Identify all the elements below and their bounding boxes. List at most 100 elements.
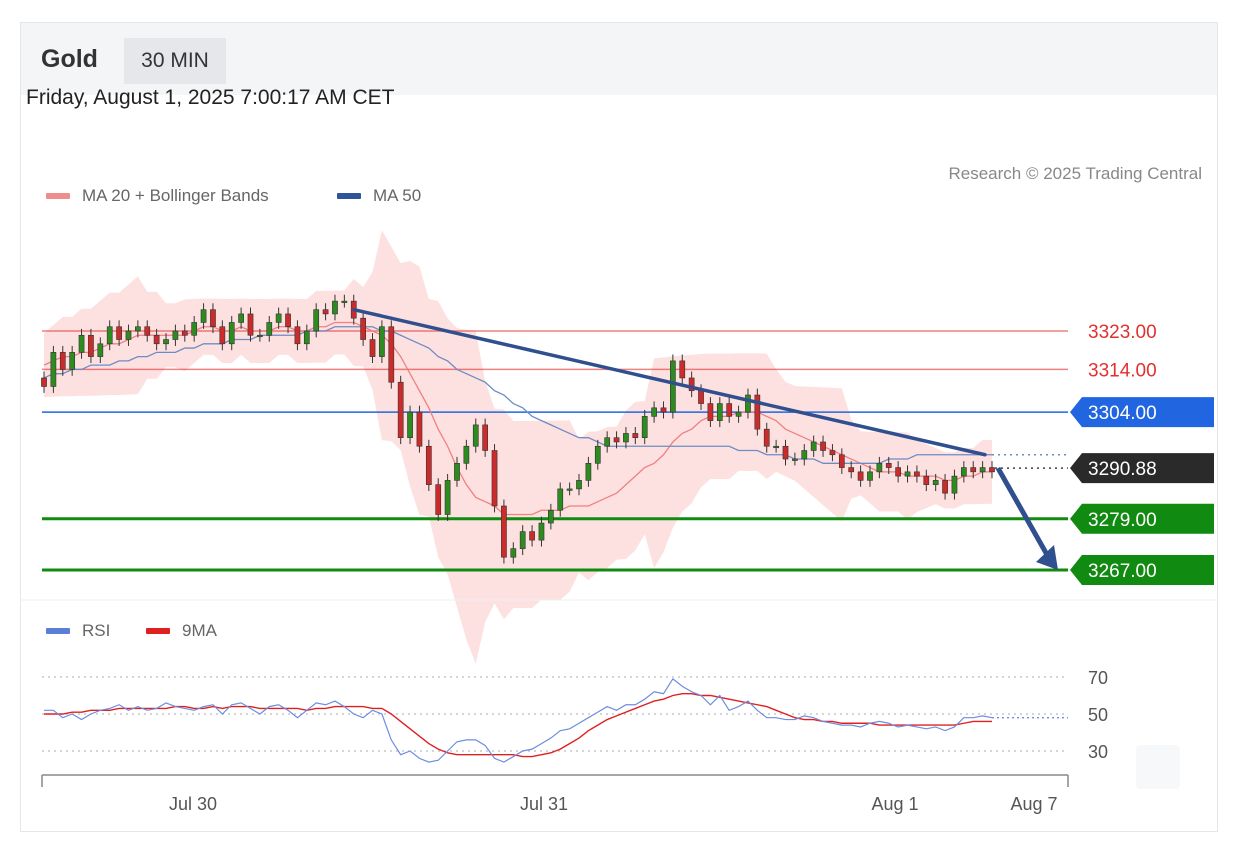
candle-body [707, 403, 714, 421]
candle-body [369, 339, 376, 357]
candle-body [716, 403, 723, 421]
candle-body [360, 317, 366, 340]
candle-body [904, 471, 911, 477]
candle-body [388, 326, 395, 383]
level-label-3304.00: 3304.00 [1088, 403, 1157, 424]
candle-body [632, 433, 639, 438]
candle-body [538, 522, 545, 541]
candle-body [576, 480, 582, 490]
candle-body [857, 471, 864, 481]
candle-body [557, 488, 564, 511]
candle-body [838, 454, 845, 468]
candle-body [698, 390, 704, 404]
rsi-line [44, 677, 993, 763]
candle-body [144, 326, 151, 336]
candle-body [191, 322, 198, 336]
candle-body [566, 488, 573, 491]
candle-body [529, 531, 535, 541]
candle-body [914, 471, 920, 477]
candle-body [651, 407, 657, 417]
candle-body [970, 467, 977, 473]
candle-body [829, 450, 836, 456]
research-credit: Research © 2025 Trading Central [948, 164, 1203, 183]
candle-body [754, 394, 761, 430]
candle-body [88, 334, 94, 357]
candle-body [435, 484, 442, 515]
legend-ma50: MA 50 [337, 186, 421, 206]
timeframe-button[interactable]: 30 MIN [124, 38, 226, 84]
candle-body [989, 467, 995, 473]
candle-body [679, 360, 686, 379]
candle-body [942, 480, 948, 494]
chart-control-button[interactable] [1136, 745, 1180, 789]
legend-label-bollinger: MA 20 + Bollinger Bands [82, 186, 269, 205]
candle-body [979, 467, 986, 473]
candle-body [50, 352, 57, 387]
level-label-3314.00: 3314.00 [1088, 360, 1157, 381]
candle-body [585, 463, 592, 481]
candle-body [547, 509, 554, 524]
candle-body [726, 403, 733, 417]
legend-label-ma50: MA 50 [373, 186, 422, 205]
candle-body [294, 326, 301, 345]
rsi-level-label-30: 30 [1088, 742, 1108, 762]
candle-body [519, 531, 526, 549]
legend-rsi-ma: 9MA [146, 621, 217, 641]
legend-label-rsi-ma: 9MA [182, 621, 217, 640]
candle-body [135, 326, 141, 332]
candle-body [613, 437, 620, 443]
candle-body [660, 407, 667, 413]
rsi-level-label-70: 70 [1088, 668, 1108, 688]
candle-body [322, 309, 329, 315]
rsi-ma-line [44, 692, 992, 758]
candle-body [688, 377, 695, 392]
candle-body [491, 450, 498, 507]
candle-body [257, 334, 263, 338]
candle-body [153, 334, 160, 345]
candle-body [172, 330, 179, 340]
chart-card: Gold 30 MIN [20, 22, 1218, 832]
candle-body [885, 463, 892, 468]
symbol-title: Gold [41, 45, 98, 73]
legend-rsi: RSI [46, 621, 110, 641]
forecast-arrow-shaft [995, 466, 1053, 562]
candle-body [69, 352, 76, 370]
candle-body [78, 334, 85, 353]
candle-body [876, 463, 883, 473]
candle-body [801, 450, 808, 460]
candle-body [594, 445, 601, 464]
candle-body [820, 441, 826, 451]
candle-body [670, 360, 676, 413]
candle-body [735, 411, 742, 417]
candle-body [341, 300, 348, 303]
x-tick-label: Aug 1 [871, 794, 918, 814]
level-label-3279.00: 3279.00 [1088, 510, 1157, 531]
ma50-line [43, 326, 992, 464]
candle-body [116, 326, 122, 340]
level-label-3267.00: 3267.00 [1088, 561, 1157, 582]
candle-body [641, 416, 648, 438]
candle-body [407, 411, 413, 438]
candle-body [482, 424, 489, 451]
candle-body [125, 330, 132, 340]
candle-body [773, 445, 779, 449]
candle-body [210, 309, 216, 328]
chart-header: Gold 30 MIN [21, 23, 1217, 95]
candle-body [472, 424, 479, 447]
candle-body [501, 505, 507, 558]
candle-body [275, 313, 282, 323]
candle-body [960, 467, 967, 477]
rsi-level-label-50: 50 [1088, 705, 1108, 725]
candle-body [923, 475, 930, 485]
candle-body [425, 445, 432, 485]
legend-label-rsi: RSI [82, 621, 111, 640]
candle-body [200, 309, 207, 323]
level-label-3290.88: 3290.88 [1088, 459, 1157, 480]
candle-body [454, 463, 460, 481]
candle-body [510, 548, 517, 558]
legend-swatch-bollinger [46, 193, 70, 199]
candle-body [332, 300, 338, 315]
candle-body [228, 322, 235, 345]
level-tag-3304.00 [1070, 397, 1214, 428]
